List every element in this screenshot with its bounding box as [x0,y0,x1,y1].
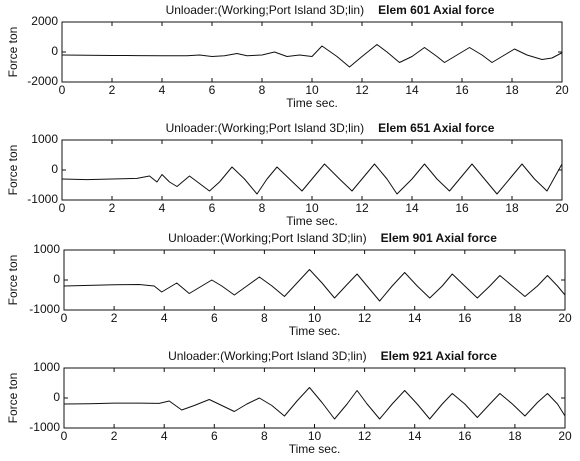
title-element: Elem 601 Axial force [378,3,495,17]
plot-frame [61,21,563,83]
title-main: Unloader:(Working;Port Island 3D;lin) [166,3,365,17]
y-tick-label: 2000 [31,14,58,28]
title-element: Elem 901 Axial force [381,231,498,245]
data-line [63,269,566,302]
x-tick-label: 4 [159,83,166,97]
y-tick-label: -1000 [29,302,60,316]
y-axis-label: Force ton [6,255,20,306]
x-tick-label: 14 [405,201,419,215]
x-tick-label: 2 [109,201,116,215]
x-tick-label: 18 [508,311,522,325]
x-tick-label: 18 [505,83,519,97]
y-axis-label: Force ton [6,373,20,424]
title-main: Unloader:(Working;Port Island 3D;lin) [168,349,367,363]
x-axis-label: Time sec. [286,214,338,228]
chart-title: Unloader:(Working;Port Island 3D;lin) Ele… [166,121,495,135]
x-tick-label: 6 [211,429,218,443]
x-axis-label: Time sec. [286,96,338,110]
data-line [63,387,566,420]
x-tick-label: 0 [61,311,68,325]
x-tick-label: 6 [211,311,218,325]
y-tick-label: -1000 [29,420,60,434]
x-tick-label: 16 [455,83,469,97]
y-tick-label: 1000 [33,360,60,374]
x-tick-label: 12 [358,311,372,325]
x-tick-label: 18 [505,201,519,215]
y-tick-label: -2000 [27,74,58,88]
x-tick-label: 14 [405,83,419,97]
x-tick-label: 20 [558,311,572,325]
x-tick-label: 12 [355,83,369,97]
x-tick-label: 6 [209,201,216,215]
y-tick-label: 0 [53,272,60,286]
data-line [61,163,563,195]
x-tick-label: 8 [259,83,266,97]
plot-frame [61,139,563,201]
chart-title: Unloader:(Working;Port Island 3D;lin) Ele… [166,3,495,17]
chart-title: Unloader:(Working;Port Island 3D;lin) Ele… [168,231,497,245]
x-tick-label: 16 [458,311,472,325]
x-tick-label: 2 [111,311,118,325]
x-tick-label: 16 [458,429,472,443]
x-tick-label: 4 [159,201,166,215]
y-tick-label: 1000 [33,242,60,256]
x-tick-label: 12 [355,201,369,215]
x-tick-label: 6 [209,83,216,97]
x-tick-label: 4 [161,429,168,443]
x-tick-label: 10 [305,83,319,97]
title-element: Elem 921 Axial force [381,349,498,363]
x-tick-label: 12 [358,429,372,443]
chart-title: Unloader:(Working;Port Island 3D;lin) Ele… [168,349,497,363]
data-line [61,44,563,68]
x-tick-label: 20 [555,83,569,97]
y-tick-label: 0 [51,162,58,176]
x-tick-label: 8 [261,311,268,325]
title-element: Elem 651 Axial force [378,121,495,135]
plot-frame [63,249,566,311]
x-tick-label: 2 [109,83,116,97]
title-main: Unloader:(Working;Port Island 3D;lin) [166,121,365,135]
y-tick-label: 0 [53,390,60,404]
x-tick-label: 10 [305,201,319,215]
y-tick-label: 1000 [31,132,58,146]
title-main: Unloader:(Working;Port Island 3D;lin) [168,231,367,245]
x-tick-label: 14 [408,311,422,325]
plot-frame [63,367,566,429]
x-tick-label: 0 [59,201,66,215]
x-tick-label: 20 [558,429,572,443]
x-tick-label: 2 [111,429,118,443]
x-tick-label: 0 [59,83,66,97]
x-tick-label: 16 [455,201,469,215]
x-tick-label: 8 [259,201,266,215]
x-tick-label: 4 [161,311,168,325]
x-axis-label: Time sec. [289,442,341,456]
x-tick-label: 20 [555,201,569,215]
x-tick-label: 10 [308,311,322,325]
x-axis-label: Time sec. [289,324,341,338]
y-tick-label: -1000 [27,192,58,206]
x-tick-label: 8 [261,429,268,443]
y-axis-label: Force ton [6,27,20,78]
x-tick-label: 18 [508,429,522,443]
x-tick-label: 0 [61,429,68,443]
y-axis-label: Force ton [6,145,20,196]
y-tick-label: 0 [51,44,58,58]
x-tick-label: 14 [408,429,422,443]
x-tick-label: 10 [308,429,322,443]
